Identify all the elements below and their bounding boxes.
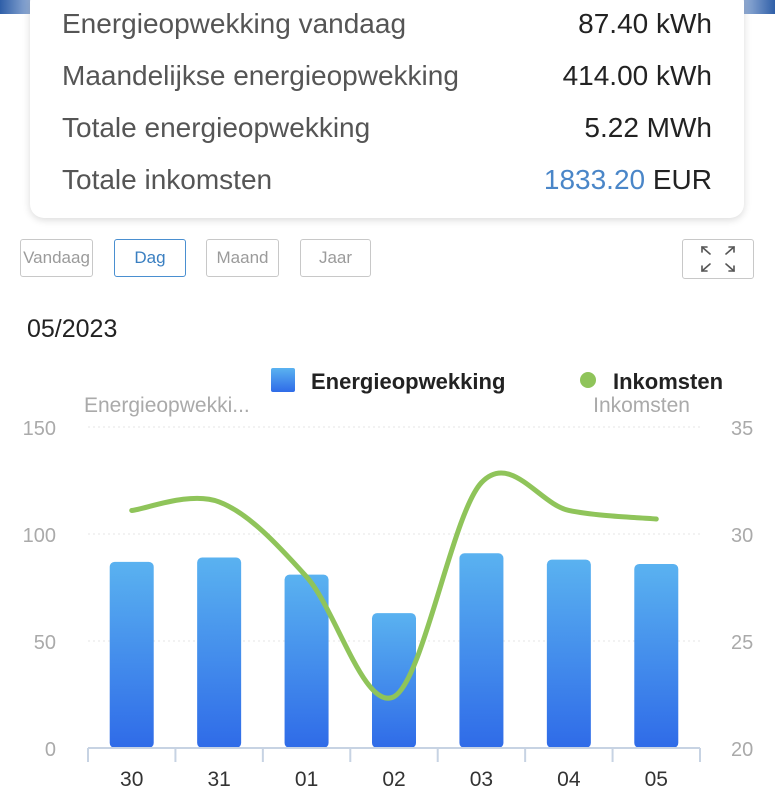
legend-label-energy: Energieopwekking: [311, 369, 505, 394]
bar: [546, 559, 591, 748]
x-tick-label: 05: [645, 768, 668, 791]
x-tick-label: 03: [470, 768, 493, 791]
bar: [634, 563, 679, 748]
left-axis-ticks: 0 50 100 150: [23, 418, 56, 761]
right-tick-label: 25: [731, 632, 753, 654]
line-point: [392, 695, 396, 699]
tab-maand[interactable]: Maand: [206, 239, 279, 277]
stat-row-monthly: Maandelijkse energieopwekking 414.00 kWh: [62, 56, 712, 96]
stat-row-income: Totale inkomsten 1833.20 EUR: [62, 160, 712, 200]
right-axis-ticks: 20 25 30 35: [731, 418, 753, 761]
stats-card: Energieopwekking vandaag 87.40 kWh Maand…: [30, 0, 744, 218]
legend-line-swatch: [580, 372, 596, 388]
tab-dag[interactable]: Dag: [114, 239, 186, 277]
left-tick-label: 100: [23, 525, 56, 547]
x-tick-label: 30: [120, 768, 143, 791]
chart-grid: [88, 426, 700, 642]
stat-row-total: Totale energieopwekking 5.22 MWh: [62, 108, 712, 148]
bar: [197, 557, 242, 748]
line-series: [129, 470, 659, 701]
tab-jaar[interactable]: Jaar: [300, 239, 371, 277]
stat-value: 87.40 kWh: [578, 8, 712, 39]
bar: [459, 553, 504, 748]
right-axis-title: Inkomsten: [593, 394, 690, 417]
legend-bar-swatch: [271, 368, 295, 392]
stat-label: Maandelijkse energieopwekking: [62, 60, 459, 91]
bar: [284, 574, 329, 748]
fullscreen-button[interactable]: [682, 239, 754, 279]
income-currency: EUR: [652, 164, 712, 195]
right-tick-label: 35: [731, 418, 753, 440]
right-tick-label: 30: [731, 525, 753, 547]
line-point: [305, 575, 309, 579]
stat-label: Totale inkomsten: [62, 164, 273, 195]
x-axis: 30 31 01 02 03 04 05: [87, 747, 701, 791]
line-point: [567, 508, 571, 512]
line-point: [130, 508, 134, 512]
bar-series: [109, 553, 679, 748]
right-tick-label: 20: [731, 739, 753, 761]
expand-icon: [701, 246, 735, 272]
line-point: [217, 500, 221, 504]
stat-label: Totale energieopwekking: [62, 112, 371, 143]
x-tick-label: 01: [295, 768, 318, 791]
bar: [109, 561, 154, 748]
chart-legend: Energieopwekking Inkomsten: [271, 368, 723, 394]
left-tick-label: 50: [34, 632, 56, 654]
x-tick-label: 31: [207, 768, 230, 791]
left-tick-label: 0: [45, 739, 56, 761]
energy-chart: Energieopwekking Inkomsten Energieopwekk…: [23, 368, 753, 791]
x-tick-label: 02: [382, 768, 405, 791]
bar: [372, 613, 416, 748]
tab-vandaag[interactable]: Vandaag: [20, 239, 93, 277]
left-axis-title: Energieopwekki...: [84, 394, 250, 417]
period-label: 05/2023: [27, 315, 118, 343]
left-tick-label: 150: [23, 418, 56, 440]
legend-label-income: Inkomsten: [613, 369, 723, 394]
line-point: [654, 517, 658, 521]
stat-value: 5.22 MWh: [584, 112, 712, 143]
stat-label: Energieopwekking vandaag: [62, 8, 407, 39]
income-value: 1833.20 EUR: [544, 164, 712, 196]
stat-value: 414.00 kWh: [562, 60, 712, 91]
x-tick-label: 04: [557, 768, 581, 791]
line-point: [479, 481, 483, 485]
stat-row-today: Energieopwekking vandaag 87.40 kWh: [62, 4, 712, 44]
income-line: [129, 470, 659, 701]
income-amount: 1833.20: [543, 164, 646, 195]
